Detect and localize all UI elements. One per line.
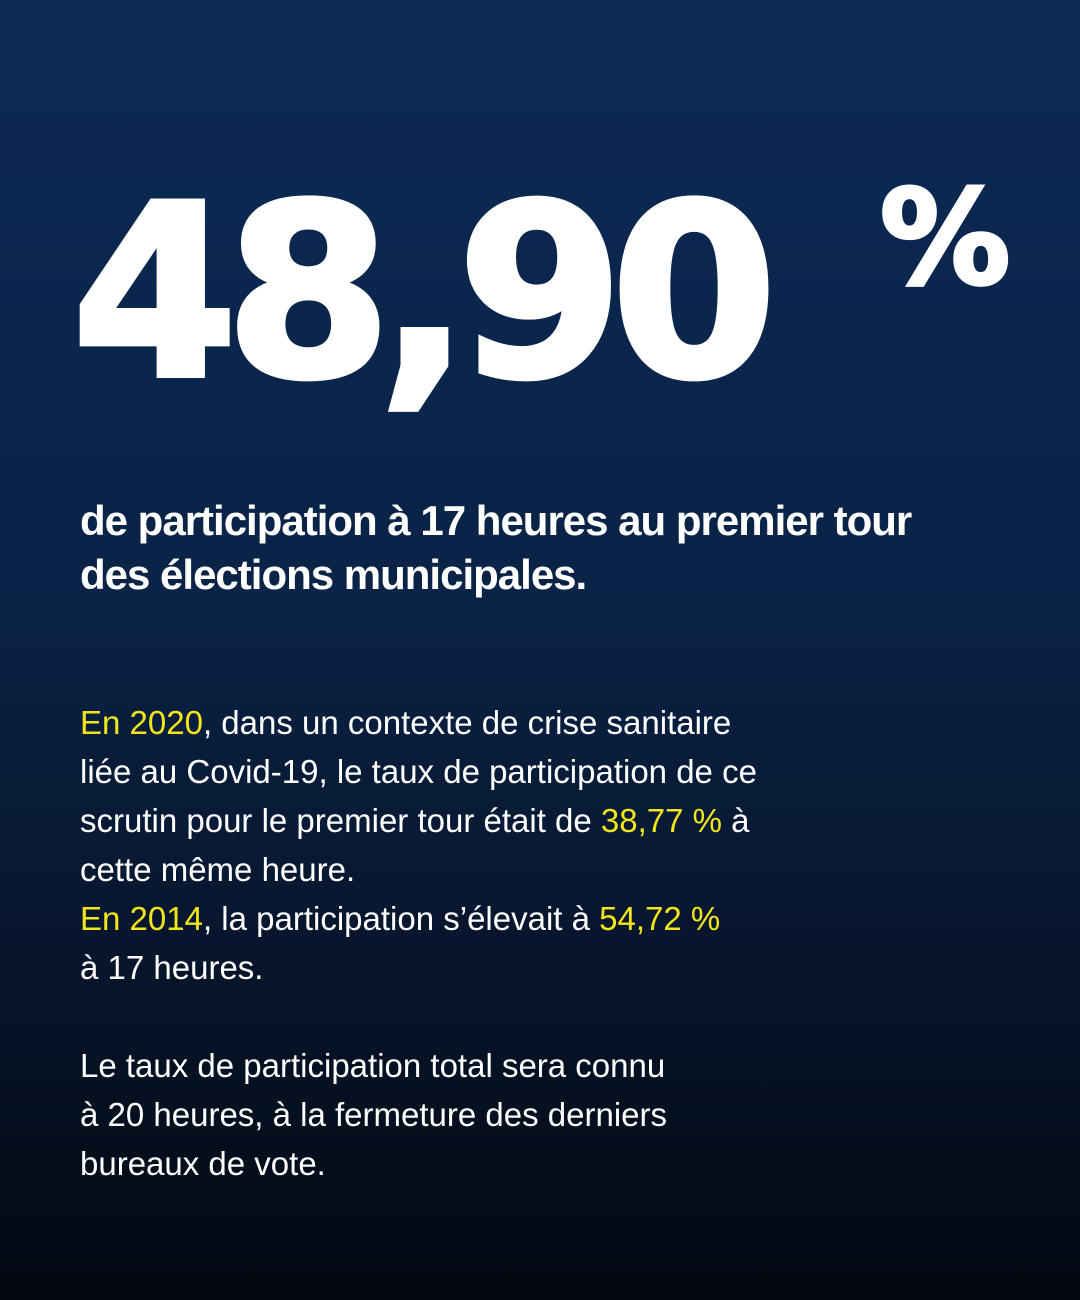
turnout-stat: 48,90 % [69,155,1032,485]
paragraph-2014-line-1: En 2014, la participation s’élevait à 54… [80,894,980,943]
paragraph-2020-line-3: scrutin pour le premier tour était de 38… [80,796,980,845]
headline: de participation à 17 heures au premier … [80,494,1040,602]
value-2014-highlight: 54,72 % [599,900,721,937]
paragraph-2020-line-1: En 2020, dans un contexte de crise sanit… [80,698,980,747]
headline-line-1: de participation à 17 heures au premier … [80,497,912,544]
value-2020-highlight: 38,77 % [600,802,723,839]
headline-line-2: des élections municipales. [80,551,587,598]
year-2014-highlight: En 2014 [80,900,203,937]
paragraph-2014: En 2014, la participation s’élevait à 54… [80,894,980,992]
turnout-value: 48,90 [69,155,780,432]
paragraph-final-line-1: Le taux de participation total sera conn… [80,1047,666,1084]
paragraph-2020-line-2: liée au Covid-19, le taux de participati… [80,753,757,790]
paragraph-2014-line-2: à 17 heures. [80,949,264,986]
paragraph-2014-line-1-text: , la participation s’élevait à [202,900,600,937]
paragraph-spacer [80,992,980,1041]
year-2020-highlight: En 2020 [80,704,203,741]
paragraph-2020-line-1-text: , dans un contexte de crise sanitaire [202,704,732,741]
paragraph-2020-line-3-text: scrutin pour le premier tour était de [80,802,601,839]
paragraph-final-line-2: à 20 heures, à la fermeture des derniers [80,1096,667,1133]
paragraph-2020: En 2020, dans un contexte de crise sanit… [80,698,980,894]
percent-sign: % [878,162,1012,314]
paragraph-2020-line-4: cette même heure. [80,851,356,888]
body-text: En 2020, dans un contexte de crise sanit… [80,698,980,1188]
paragraph-final: Le taux de participation total sera conn… [80,1041,980,1188]
paragraph-final-line-3: bureaux de vote. [80,1145,326,1182]
paragraph-2020-line-3-end: à [722,802,750,839]
